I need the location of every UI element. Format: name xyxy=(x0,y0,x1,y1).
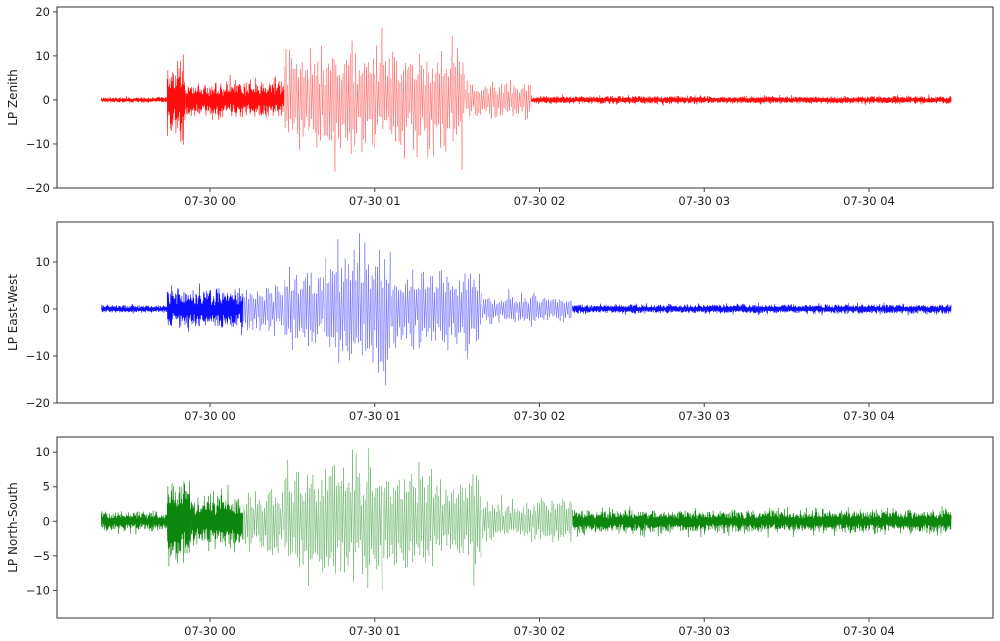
y-tick-label: −20 xyxy=(26,181,50,195)
x-tick-label: 07-30 02 xyxy=(514,194,566,208)
x-tick-label: 07-30 01 xyxy=(349,409,401,423)
x-tick-label: 07-30 01 xyxy=(349,194,401,208)
y-tick-label: 5 xyxy=(43,480,50,494)
x-tick-label: 07-30 04 xyxy=(843,624,895,638)
x-tick-label: 07-30 02 xyxy=(514,624,566,638)
y-tick-label: −10 xyxy=(26,349,50,363)
panel-lp-east-west: −20 −10 0 10 07-30 00 07-30 01 07-30 02 07-30 0… xyxy=(6,221,994,423)
waveform xyxy=(100,233,952,386)
axes-frame xyxy=(56,6,994,189)
y-tick-label: 0 xyxy=(43,93,50,107)
x-tick-label: 07-30 03 xyxy=(678,409,730,423)
y-axis-label: LP Zenith xyxy=(6,69,20,126)
x-tick-label: 07-30 01 xyxy=(349,624,401,638)
y-tick-label: −20 xyxy=(26,396,50,410)
x-tick-label: 07-30 00 xyxy=(184,194,236,208)
y-tick-label: 10 xyxy=(35,49,50,63)
panel-lp-north-south: −10 −5 0 5 10 07-30 00 07-30 01 07-30 02 07-30 0… xyxy=(6,436,994,638)
axes-frame xyxy=(56,221,994,404)
x-tick-label: 07-30 03 xyxy=(678,194,730,208)
waveform xyxy=(100,448,952,591)
y-tick-label: 20 xyxy=(35,5,50,19)
x-tick-label: 07-30 03 xyxy=(678,624,730,638)
y-tick-label: 10 xyxy=(35,255,50,269)
panel-lp-zenith: −20 −10 0 10 20 07-30 00 07-30 01 07-30 02 07-30… xyxy=(6,5,994,208)
y-tick-label: 0 xyxy=(43,514,50,528)
x-tick-label: 07-30 04 xyxy=(843,409,895,423)
x-tick-label: 07-30 04 xyxy=(843,194,895,208)
axes-frame xyxy=(56,436,994,619)
y-tick-label: 0 xyxy=(43,302,50,316)
x-tick-label: 07-30 00 xyxy=(184,409,236,423)
y-axis-label: LP East-West xyxy=(6,274,20,351)
x-tick-label: 07-30 00 xyxy=(184,624,236,638)
waveform xyxy=(100,27,952,172)
y-axis-label: LP North-South xyxy=(6,482,20,573)
y-tick-label: 10 xyxy=(35,445,50,459)
x-tick-label: 07-30 02 xyxy=(514,409,566,423)
y-tick-label: −10 xyxy=(26,137,50,151)
y-tick-label: −10 xyxy=(26,583,50,597)
y-tick-label: −5 xyxy=(33,549,50,563)
